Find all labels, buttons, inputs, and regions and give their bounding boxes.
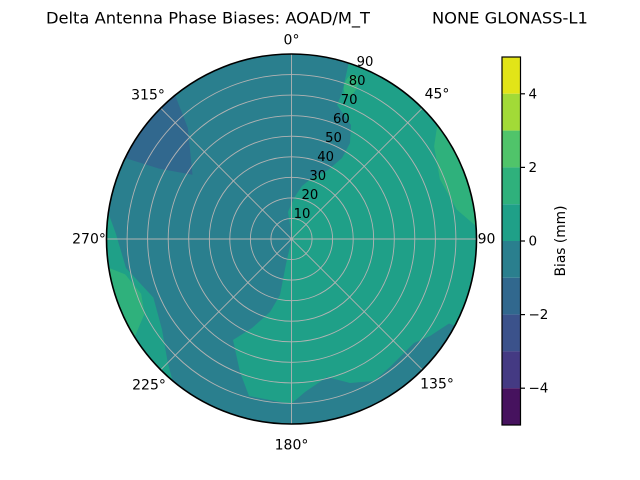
contour-east-green-wedge xyxy=(434,125,477,227)
colorbar-segment xyxy=(502,314,521,352)
azimuth-label-270: 270° xyxy=(72,232,106,248)
radial-label-90: 90 xyxy=(357,55,374,70)
colorbar-segment xyxy=(502,241,521,278)
colorbar-tick-label-2: 2 xyxy=(529,160,538,176)
radial-label-30: 30 xyxy=(309,169,326,184)
colorbar-segment xyxy=(502,204,521,241)
colorbar-axis-label: Bias (mm) xyxy=(553,206,569,277)
colorbar-segment xyxy=(502,93,521,131)
azimuth-label-0: 0° xyxy=(284,33,300,49)
contour-nw-blue-patch xyxy=(125,95,193,175)
polar-grid xyxy=(106,54,477,424)
figure-title-left: Delta Antenna Phase Biases: AOAD/M_T xyxy=(46,9,370,29)
radial-label-10: 10 xyxy=(294,207,311,222)
azimuth-label-315: 315° xyxy=(131,88,165,104)
radial-label-70: 70 xyxy=(341,93,358,108)
radial-label-80: 80 xyxy=(349,74,366,89)
radial-label-40: 40 xyxy=(317,150,334,165)
radial-label-60: 60 xyxy=(333,112,350,127)
colorbar-segment xyxy=(502,57,521,94)
colorbar-tick-label-0: 0 xyxy=(529,234,538,250)
figure-title-right: NONE GLONASS-L1 xyxy=(432,9,588,28)
colorbar-segment xyxy=(502,277,521,315)
azimuth-label-225: 225° xyxy=(132,378,166,394)
colorbar-ticks xyxy=(520,93,525,389)
colorbar-tick-label-neg2: −2 xyxy=(529,307,549,323)
contour-top-green-patch xyxy=(343,74,359,96)
polar-gridline-spoke xyxy=(160,107,423,371)
contour-west-green-core xyxy=(108,267,145,338)
colorbar-segment xyxy=(502,388,521,425)
azimuth-label-180: 180° xyxy=(275,438,309,454)
colorbar-segment xyxy=(502,130,521,168)
polar-outline xyxy=(105,53,478,425)
colorbar-segment xyxy=(502,351,521,389)
colorbar: 4 2 0 −2 −4 Bias (mm) xyxy=(501,56,569,426)
azimuth-label-135: 135° xyxy=(420,377,454,393)
azimuth-label-45: 45° xyxy=(425,87,450,103)
colorbar-tick-label-4: 4 xyxy=(529,86,538,102)
azimuth-label-90: 90 xyxy=(478,232,496,248)
radial-label-50: 50 xyxy=(325,131,342,146)
colorbar-segment xyxy=(502,167,521,205)
colorbar-tick-label-neg4: −4 xyxy=(529,381,549,397)
radial-label-20: 20 xyxy=(302,188,319,203)
